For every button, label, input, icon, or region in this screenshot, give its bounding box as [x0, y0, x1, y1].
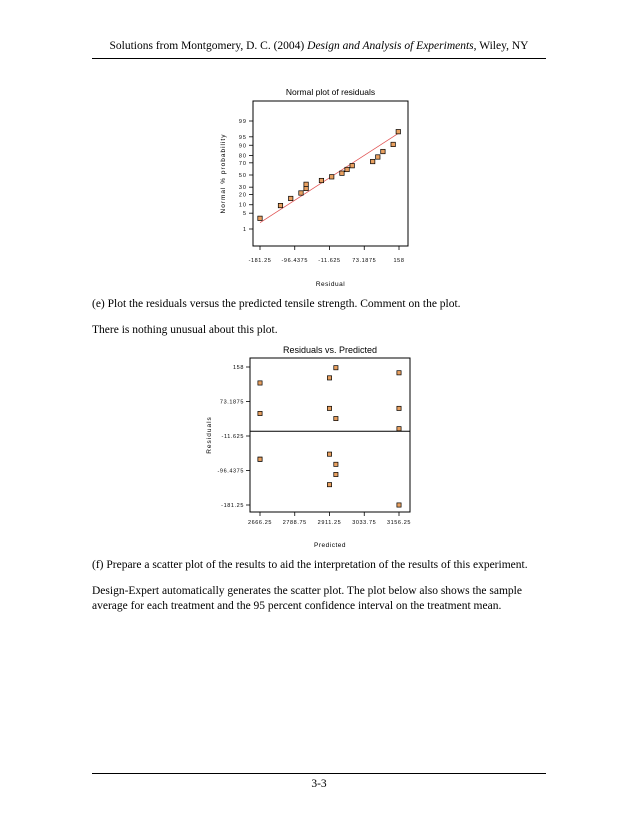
y-tick-label: 99 — [239, 119, 247, 125]
header-suffix: , Wiley, NY — [473, 40, 529, 52]
data-point — [396, 405, 402, 411]
answer-e: There is nothing unusual about this plot… — [92, 324, 278, 336]
data-point — [257, 380, 263, 386]
y-tick-label: -181.25 — [221, 503, 244, 509]
x-axis-title: Residual — [316, 281, 345, 288]
data-point — [318, 177, 325, 184]
y-tick-label: 30 — [239, 185, 247, 191]
data-point — [257, 456, 263, 462]
x-tick-label: 2666.25 — [248, 520, 272, 526]
chart-title: Residuals vs. Predicted — [283, 345, 377, 355]
x-tick-label: -11.625 — [318, 258, 340, 264]
data-point — [344, 166, 350, 173]
y-tick-label: 70 — [239, 161, 247, 167]
x-axis-title: Predicted — [314, 542, 346, 549]
y-axis-title: Normal % probability — [220, 134, 227, 214]
y-tick-label: 50 — [239, 173, 247, 179]
data-point — [257, 411, 263, 416]
page-number: 3-3 — [311, 778, 327, 790]
x-tick-label: 3156.25 — [387, 520, 411, 526]
x-tick-label: -181.25 — [249, 258, 272, 264]
data-point — [327, 405, 332, 411]
data-point — [396, 502, 402, 508]
data-point — [327, 375, 332, 381]
data-point — [333, 365, 339, 371]
data-point — [339, 170, 345, 176]
y-tick-label: -96.4375 — [217, 469, 244, 475]
plot-frame — [252, 100, 409, 247]
question-f: (f) Prepare a scatter plot of the result… — [92, 559, 528, 571]
x-tick-label: 3033.75 — [352, 520, 376, 526]
data-point — [370, 158, 376, 165]
footer-rule — [92, 773, 546, 774]
data-point — [288, 195, 294, 202]
header-book-title: Design and Analysis of Experiments — [307, 40, 474, 52]
y-tick-label: 80 — [239, 153, 247, 159]
data-point — [390, 141, 396, 147]
x-tick-label: 158 — [394, 258, 405, 264]
running-header: Solutions from Montgomery, D. C. (2004) … — [0, 40, 638, 52]
y-tick-label: 20 — [239, 193, 247, 199]
y-tick-label: 158 — [233, 365, 244, 371]
header-rule — [92, 58, 546, 59]
y-tick-label: 1 — [243, 227, 247, 233]
data-point — [395, 129, 401, 135]
data-point — [333, 416, 339, 422]
data-point — [303, 181, 309, 187]
data-point — [298, 190, 304, 196]
data-point — [333, 472, 339, 477]
data-point — [257, 215, 263, 221]
question-e: (e) Plot the residuals versus the predic… — [92, 298, 461, 310]
plot-frame — [249, 357, 411, 513]
data-point — [380, 148, 386, 155]
x-tick-label: 2788.75 — [283, 520, 307, 526]
y-tick-label: 73.1875 — [220, 400, 244, 406]
x-tick-label: 2911.25 — [318, 520, 342, 526]
y-tick-label: 10 — [239, 203, 247, 209]
x-tick-label: 73.1875 — [352, 258, 376, 264]
y-tick-label: -11.625 — [222, 434, 244, 440]
y-tick-label: 95 — [239, 135, 247, 141]
y-tick-label: 5 — [243, 211, 247, 217]
data-point — [277, 203, 284, 209]
chart-title: Normal plot of residuals — [286, 87, 375, 97]
data-point — [396, 370, 402, 376]
y-axis-title: Residuals — [206, 416, 213, 454]
y-tick-label: 90 — [239, 143, 247, 149]
data-point — [329, 174, 335, 180]
data-point — [375, 154, 381, 160]
data-point — [333, 461, 339, 467]
x-tick-label: -96.4375 — [281, 258, 308, 264]
data-point — [396, 426, 402, 432]
data-point — [327, 482, 332, 488]
data-point — [349, 163, 355, 169]
answer-f: Design-Expert automatically generates th… — [92, 585, 522, 612]
header-prefix: Solutions from Montgomery, D. C. (2004) — [109, 40, 308, 52]
data-point — [327, 451, 332, 457]
